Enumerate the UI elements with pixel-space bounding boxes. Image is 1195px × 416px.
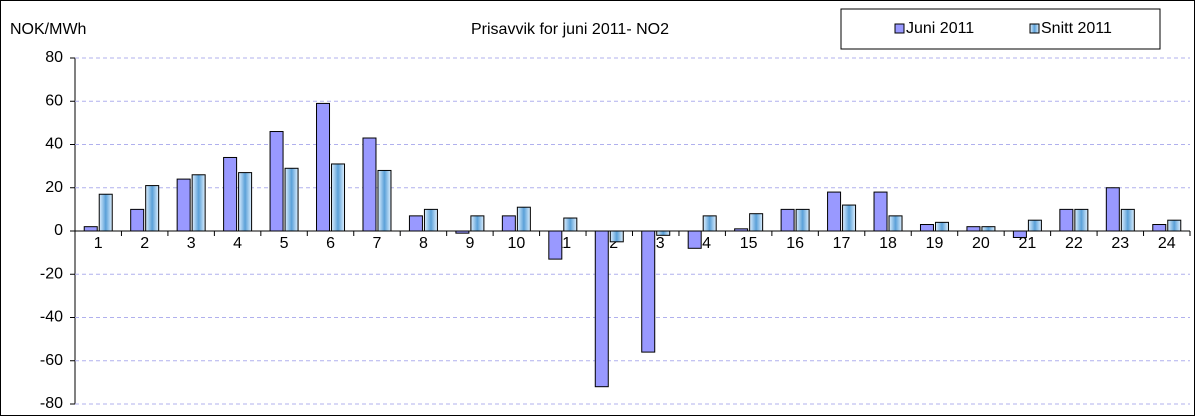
chart-title: Prisavvik for juni 2011- NO2 xyxy=(471,21,669,38)
x-tick-label: 21 xyxy=(1018,235,1036,252)
bar xyxy=(888,215,903,232)
y-tick-label: -60 xyxy=(40,352,63,369)
bar xyxy=(83,226,98,232)
bar xyxy=(1167,219,1182,232)
y-tick-label: -20 xyxy=(40,265,63,282)
legend-label: Snitt 2011 xyxy=(1041,20,1112,37)
bar xyxy=(795,208,810,232)
y-tick-label: 60 xyxy=(45,92,63,109)
bar xyxy=(1074,208,1089,232)
bar xyxy=(641,230,656,353)
y-tick-label: -40 xyxy=(40,309,63,326)
x-tick-label: 20 xyxy=(972,235,990,252)
bar xyxy=(656,230,671,236)
x-tick-label: 1 xyxy=(94,235,103,252)
bar xyxy=(455,230,470,234)
x-tick-label: 19 xyxy=(926,235,944,252)
bar xyxy=(827,191,842,232)
bar xyxy=(516,206,531,232)
bar xyxy=(934,221,949,232)
legend xyxy=(840,8,1161,50)
legend-swatch xyxy=(894,23,905,34)
x-tick-label: 22 xyxy=(1065,235,1083,252)
bar xyxy=(687,230,702,249)
bar xyxy=(702,215,717,232)
x-tick-label: 7 xyxy=(373,235,382,252)
bar xyxy=(842,204,857,232)
bar xyxy=(734,228,749,232)
bar xyxy=(609,230,624,243)
bar xyxy=(981,226,996,232)
bar xyxy=(873,191,888,232)
x-tick-label: 15 xyxy=(740,235,758,252)
bar xyxy=(1120,208,1135,232)
bar xyxy=(749,213,764,232)
bar xyxy=(269,131,284,232)
bar xyxy=(919,224,934,232)
bar xyxy=(191,174,206,232)
x-tick-label: 2 xyxy=(140,235,149,252)
x-tick-label: 6 xyxy=(326,235,335,252)
y-axis-label: NOK/MWh xyxy=(10,21,86,38)
bar xyxy=(331,163,346,232)
x-tick-label: 18 xyxy=(879,235,897,252)
bar xyxy=(238,172,253,232)
y-tick-label: 0 xyxy=(54,222,63,239)
bar xyxy=(548,230,563,260)
bar xyxy=(145,185,160,232)
y-tick-label: 40 xyxy=(45,136,63,153)
bar xyxy=(316,102,331,232)
bar xyxy=(594,230,609,388)
y-tick-label: 80 xyxy=(45,49,63,66)
bar xyxy=(408,215,423,232)
bar xyxy=(470,215,485,232)
bar xyxy=(362,137,377,232)
x-tick-label: 8 xyxy=(419,235,428,252)
bar xyxy=(1059,208,1074,232)
y-tick-label: -80 xyxy=(40,395,63,412)
x-tick-label: 23 xyxy=(1111,235,1129,252)
bar xyxy=(966,226,981,232)
y-tick-label: 20 xyxy=(45,179,63,196)
bar xyxy=(223,156,238,232)
x-tick-label: 5 xyxy=(280,235,289,252)
bar xyxy=(284,167,299,232)
x-tick-label: 4 xyxy=(233,235,242,252)
bar xyxy=(176,178,191,232)
x-tick-label: 9 xyxy=(465,235,474,252)
legend-label: Juni 2011 xyxy=(906,20,974,37)
bar xyxy=(780,208,795,232)
x-tick-label: 24 xyxy=(1158,235,1176,252)
legend-swatch xyxy=(1029,23,1040,34)
bar xyxy=(1152,224,1167,232)
bar xyxy=(501,215,516,232)
bar xyxy=(1105,187,1120,232)
bar xyxy=(563,217,578,232)
x-tick-label: 17 xyxy=(833,235,851,252)
x-tick-label: 3 xyxy=(187,235,196,252)
bar xyxy=(1027,219,1042,232)
x-tick-label: 16 xyxy=(786,235,804,252)
bar xyxy=(1012,230,1027,238)
bar xyxy=(423,208,438,232)
bar xyxy=(377,169,392,232)
bar xyxy=(130,208,145,232)
bar xyxy=(98,193,113,232)
x-tick-label: 10 xyxy=(507,235,525,252)
